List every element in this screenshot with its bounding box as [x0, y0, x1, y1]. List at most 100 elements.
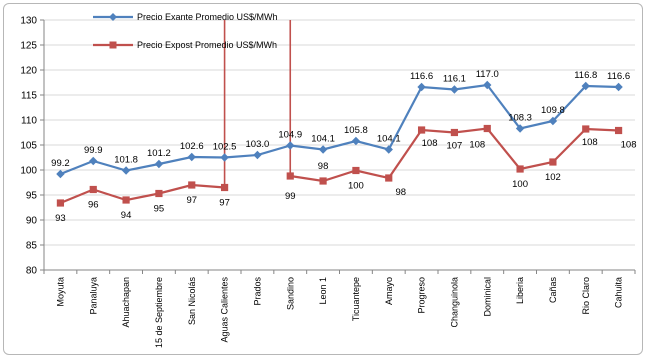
- data-label: 99: [285, 191, 296, 202]
- data-point-marker: [351, 136, 361, 146]
- x-tick-label: Cahuita: [614, 277, 624, 308]
- data-label: 116.6: [607, 71, 630, 82]
- legend-label: Precio Expost Promedio US$/MWh: [137, 40, 277, 50]
- data-label: 98: [395, 187, 406, 198]
- x-tick-label: Sandino: [285, 277, 295, 310]
- data-label: 104.1: [311, 134, 335, 145]
- data-label: 99.2: [51, 158, 70, 169]
- data-label: 100: [348, 181, 364, 192]
- x-tick-label: Prados: [252, 277, 262, 306]
- data-label: 116.6: [410, 71, 433, 82]
- data-label: 96: [88, 200, 99, 211]
- data-label: 94: [121, 210, 132, 221]
- data-point-marker: [417, 126, 426, 134]
- y-tick-label: 130: [20, 16, 37, 27]
- x-tick-label: Dominical: [482, 277, 492, 317]
- series-line: [59, 183, 225, 205]
- data-point-marker: [614, 126, 623, 135]
- data-label: 105.8: [344, 125, 368, 136]
- y-tick-label: 95: [26, 191, 38, 202]
- data-label: 101.8: [114, 155, 138, 166]
- data-point-marker: [450, 128, 459, 137]
- data-label: 103.0: [246, 139, 270, 150]
- x-tick-label: Moyuta: [55, 277, 65, 307]
- data-label: 100: [512, 179, 528, 190]
- data-label: 97: [219, 198, 230, 209]
- data-point-marker: [549, 158, 557, 166]
- data-point-marker: [220, 153, 229, 162]
- data-label: 97: [186, 195, 197, 206]
- series-line: [290, 127, 619, 183]
- x-tick-label: Amayo: [384, 277, 394, 305]
- data-label: 108.3: [508, 113, 532, 124]
- legend-marker: [109, 41, 117, 49]
- data-point-marker: [417, 82, 426, 92]
- x-tick-label: Progreso: [417, 277, 427, 314]
- data-label: 108: [582, 137, 598, 148]
- y-tick-label: 120: [20, 66, 37, 77]
- data-label: 102.6: [180, 141, 204, 152]
- y-tick-label: 85: [26, 241, 38, 252]
- data-point-marker: [384, 145, 393, 154]
- data-point-marker: [450, 85, 459, 94]
- data-point-marker: [122, 196, 130, 204]
- data-point-marker: [318, 145, 328, 154]
- data-point-marker: [188, 181, 196, 189]
- data-point-marker: [515, 124, 525, 133]
- data-label: 95: [154, 204, 165, 215]
- data-label: 104.1: [377, 134, 401, 145]
- x-tick-label: Leon 1: [318, 277, 328, 305]
- series-line: [60, 83, 619, 176]
- x-tick-label: Rio Claro: [581, 277, 591, 315]
- y-tick-label: 125: [20, 41, 37, 52]
- x-tick-label: 15 de Septiembre: [154, 277, 164, 348]
- x-tick-label: Ticuantepe: [351, 277, 361, 321]
- data-point-marker: [614, 82, 623, 92]
- data-label: 102: [545, 172, 561, 183]
- data-point-marker: [220, 183, 229, 192]
- data-point-marker: [155, 189, 163, 198]
- y-tick-label: 80: [26, 266, 38, 277]
- x-tick-label: San Nicolás: [187, 277, 197, 326]
- y-tick-label: 115: [21, 91, 37, 102]
- x-tick-label: Liberia: [515, 277, 525, 304]
- data-point-marker: [385, 174, 393, 182]
- data-label: 108: [422, 138, 438, 149]
- data-point-marker: [253, 150, 262, 160]
- x-tick-label: Changuinola: [449, 277, 459, 328]
- data-point-marker: [548, 116, 558, 126]
- data-point-marker: [516, 165, 524, 173]
- data-label: 109.8: [541, 105, 565, 116]
- x-tick-label: Ahuachapan: [121, 277, 131, 328]
- data-label: 107: [446, 141, 462, 152]
- y-tick-label: 110: [21, 116, 37, 127]
- y-tick-label: 100: [20, 166, 37, 177]
- x-tick-label: Cañas: [548, 277, 558, 304]
- x-tick-label: Panaluya: [88, 277, 98, 315]
- y-tick-label: 90: [26, 216, 38, 227]
- data-label: 108: [469, 140, 485, 151]
- data-point-marker: [483, 80, 492, 90]
- data-point-marker: [121, 166, 131, 175]
- data-point-marker: [286, 141, 295, 150]
- data-label: 101.2: [147, 148, 171, 159]
- x-tick-label: Aguas Calientes: [220, 277, 230, 343]
- data-label: 116.1: [443, 74, 466, 85]
- y-tick-label: 105: [20, 141, 37, 152]
- legend-label: Precio Exante Promedio US$/MWh: [137, 12, 278, 22]
- data-label: 98: [318, 161, 329, 172]
- data-point-marker: [352, 166, 360, 175]
- data-label: 102.5: [213, 142, 237, 153]
- data-label: 93: [55, 213, 66, 224]
- data-label: 104.9: [278, 130, 302, 141]
- data-label: 116.8: [574, 70, 597, 81]
- data-point-marker: [56, 169, 65, 179]
- data-point-marker: [483, 124, 491, 133]
- data-label: 108: [621, 140, 637, 151]
- data-point-marker: [286, 172, 294, 180]
- data-point-marker: [581, 81, 590, 91]
- data-point-marker: [319, 177, 327, 185]
- data-point-marker: [56, 199, 65, 207]
- legend-marker: [109, 13, 117, 21]
